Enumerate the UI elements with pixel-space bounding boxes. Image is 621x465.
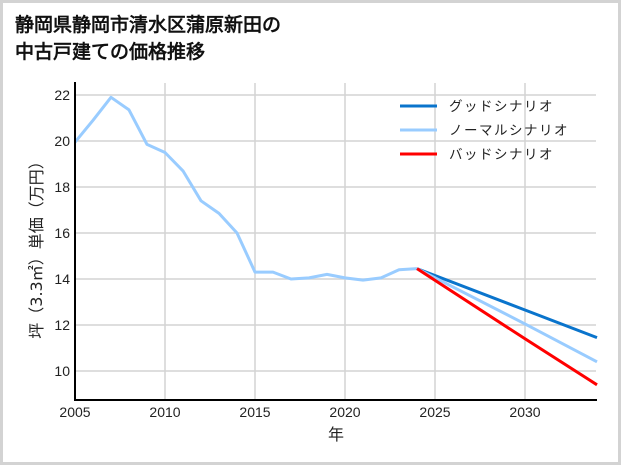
x-tick-label: 2010	[149, 404, 180, 420]
x-tick-label: 2025	[419, 404, 450, 420]
series-line	[416, 267, 598, 387]
series-line	[73, 95, 418, 282]
series-line	[416, 267, 598, 364]
legend-label: グッドシナリオ	[449, 99, 554, 115]
y-tick-label: 16	[54, 225, 70, 241]
y-axis-label: 坪（3.3㎡）単価（万円）	[27, 153, 46, 338]
y-tick-label: 14	[54, 271, 70, 287]
x-tick-label: 2020	[329, 404, 360, 420]
legend-label: バッドシナリオ	[449, 147, 554, 163]
x-tick-label: 2030	[509, 404, 540, 420]
legend-label: ノーマルシナリオ	[449, 123, 569, 139]
x-tick-label: 2005	[59, 404, 90, 420]
axes	[74, 82, 597, 401]
y-tick-label: 10	[54, 363, 70, 379]
y-tick-label: 20	[54, 133, 70, 149]
y-tick-label: 12	[54, 317, 70, 333]
y-tick-label: 22	[54, 87, 70, 103]
y-tick-labels: 10 12 14 16 18 20 22	[54, 87, 70, 379]
x-axis-label: 年	[328, 425, 344, 444]
data-series	[73, 95, 598, 387]
grid-lines	[75, 83, 596, 400]
x-tick-label: 2015	[239, 404, 270, 420]
series-line	[416, 267, 598, 340]
y-tick-label: 18	[54, 179, 70, 195]
chart-title: 静岡県静岡市清水区蒲原新田の 中古戸建ての価格推移	[15, 14, 282, 63]
x-tick-labels: 2005 2010 2015 2020 2025 2030	[59, 404, 540, 420]
